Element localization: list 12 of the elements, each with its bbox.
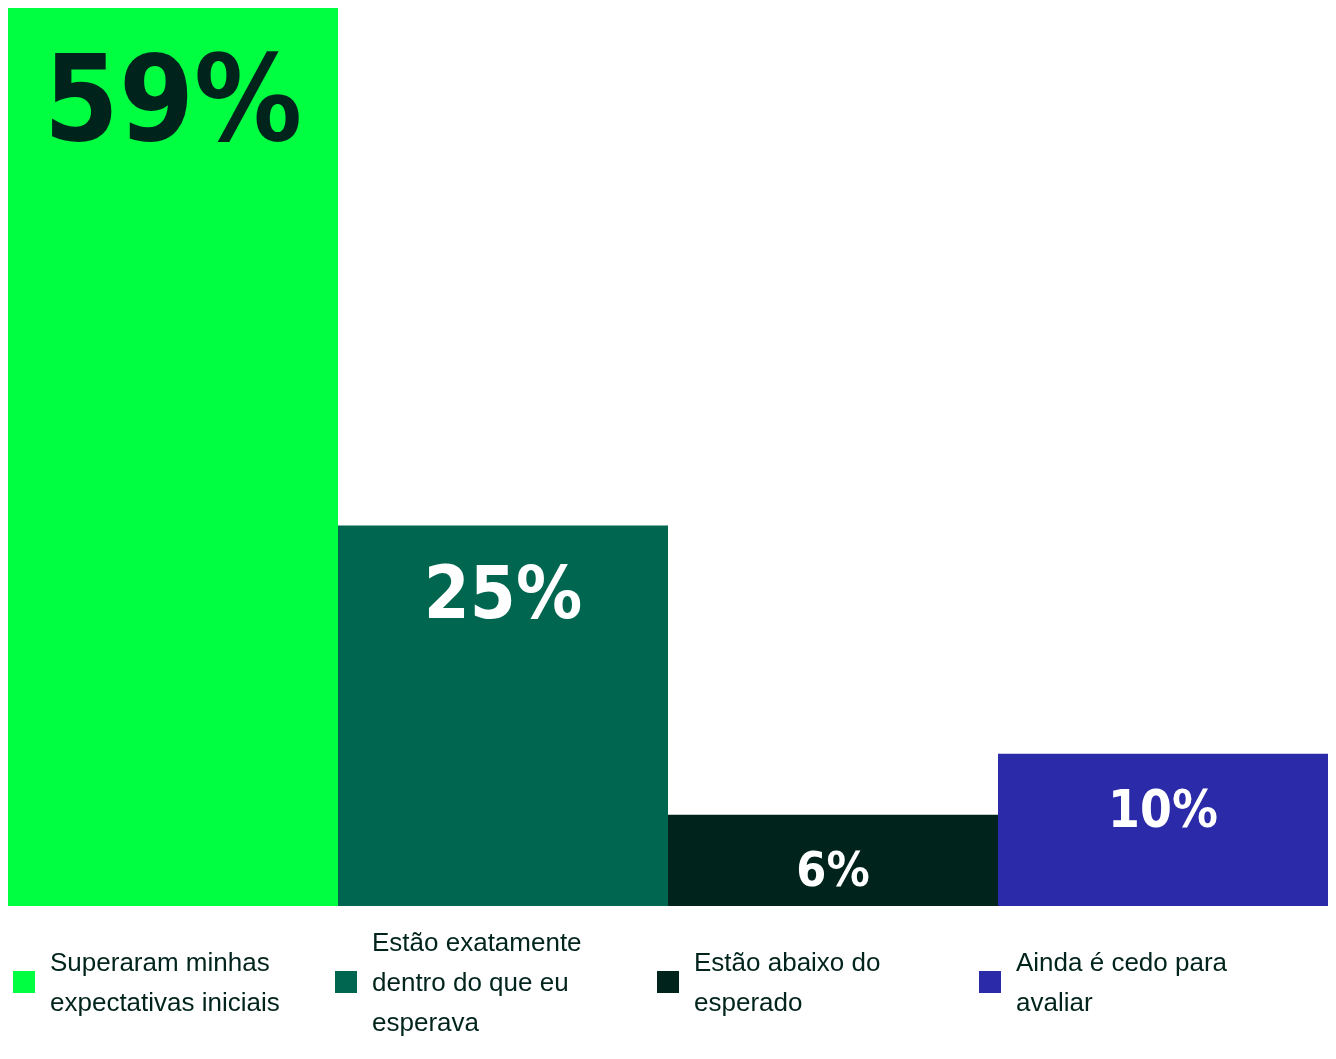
legend-label: Estão abaixo do esperado bbox=[694, 947, 888, 1017]
data-label: 10% bbox=[1108, 779, 1218, 839]
bar bbox=[8, 8, 338, 906]
bar bbox=[668, 814, 998, 906]
bar bbox=[998, 753, 1328, 906]
legend-label: Superaram minhas expectativas iniciais bbox=[50, 947, 280, 1017]
legend-label: Ainda é cedo para avaliar bbox=[1016, 947, 1235, 1017]
data-label: 6% bbox=[796, 840, 870, 897]
legend-label: Estão exatamente dentro do que eu esperava bbox=[372, 927, 589, 1037]
data-label: 25% bbox=[423, 549, 583, 635]
bar bbox=[338, 525, 668, 906]
data-label: 59% bbox=[43, 28, 303, 168]
